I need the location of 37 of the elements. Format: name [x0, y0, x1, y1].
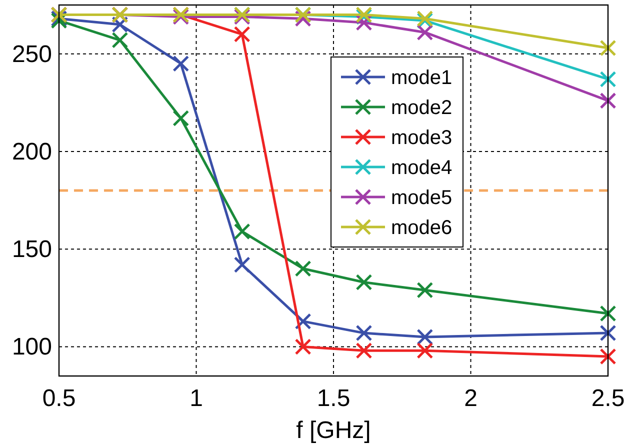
point	[356, 342, 372, 359]
x-tick-label: 1.5	[316, 385, 350, 412]
x-tick-label: 1	[190, 385, 203, 412]
point	[600, 305, 616, 322]
point	[600, 40, 616, 56]
legend-label: mode6	[391, 217, 452, 239]
point	[294, 338, 312, 355]
point	[416, 24, 434, 41]
point	[356, 274, 372, 291]
x-tick-label: 0.5	[42, 385, 76, 412]
legend-label: mode3	[391, 127, 452, 149]
x-axis-title: f [GHz]	[296, 417, 371, 444]
y-tick-label: 150	[12, 236, 52, 264]
y-tick-label: 100	[12, 334, 52, 361]
point	[234, 256, 250, 273]
x-tick-label: 2.5	[591, 385, 625, 412]
point	[600, 324, 616, 342]
y-tick-label: 250	[12, 40, 52, 68]
point	[234, 223, 250, 240]
point	[294, 260, 312, 277]
legend-label: mode1	[391, 67, 452, 89]
point	[234, 26, 250, 43]
point	[600, 70, 616, 88]
point	[600, 348, 616, 365]
point	[416, 282, 434, 298]
x-tick-label: 2	[464, 385, 478, 412]
point	[356, 324, 372, 342]
y-tick-label: 200	[12, 138, 52, 166]
point	[112, 32, 128, 48]
point	[172, 55, 190, 72]
point	[112, 16, 128, 33]
point	[416, 342, 434, 359]
legend-label: mode4	[391, 157, 452, 179]
legend-label: mode5	[391, 187, 452, 209]
point	[600, 92, 616, 109]
point	[172, 110, 190, 127]
legend-label: mode2	[391, 97, 452, 119]
